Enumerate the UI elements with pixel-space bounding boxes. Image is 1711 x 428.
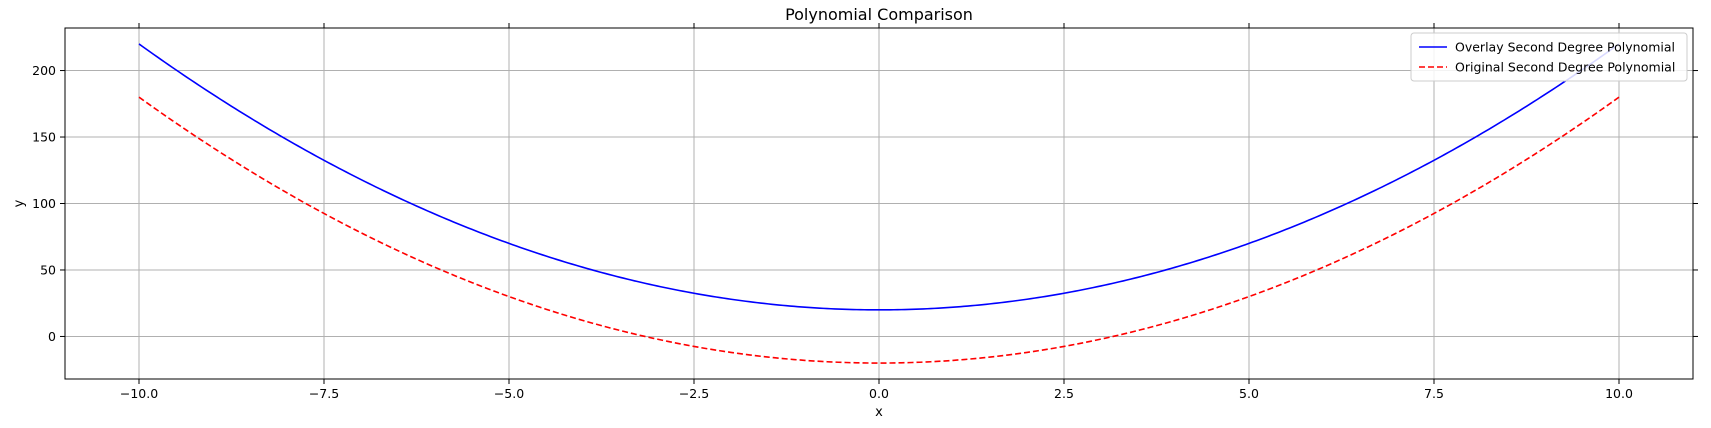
y-tick-label: 200 (32, 63, 56, 78)
legend-label-overlay: Overlay Second Degree Polynomial (1455, 40, 1675, 55)
series-group (138, 43, 1620, 364)
y-tick-label: 50 (40, 262, 56, 277)
y-axis-label: y (12, 199, 27, 207)
x-tick-label: −7.5 (309, 386, 339, 401)
x-tick-label: 0.0 (869, 386, 889, 401)
x-tick-label: 5.0 (1239, 386, 1259, 401)
y-tick-label: 100 (32, 196, 56, 211)
x-axis-label: x (875, 405, 883, 420)
x-tick-label: −5.0 (494, 386, 524, 401)
legend: Overlay Second Degree Polynomial Origina… (1410, 32, 1688, 82)
x-tick-label: −2.5 (679, 386, 709, 401)
x-tick-label: −10.0 (120, 386, 158, 401)
legend-box (1410, 32, 1688, 82)
x-tick-label: 2.5 (1054, 386, 1074, 401)
chart-title: Polynomial Comparison (785, 5, 973, 24)
y-tick-label: 0 (48, 329, 56, 344)
y-tick-label: 150 (32, 130, 56, 145)
axis-ticks: −10.0 −7.5 −5.0 −2.5 0.0 2.5 5.0 7.5 10.0 0 50 100 1… (32, 23, 1698, 401)
series-line-overlay (138, 43, 1620, 311)
x-tick-label: 10.0 (1605, 386, 1633, 401)
x-tick-label: 7.5 (1424, 386, 1444, 401)
legend-label-original: Original Second Degree Polynomial (1455, 60, 1675, 75)
